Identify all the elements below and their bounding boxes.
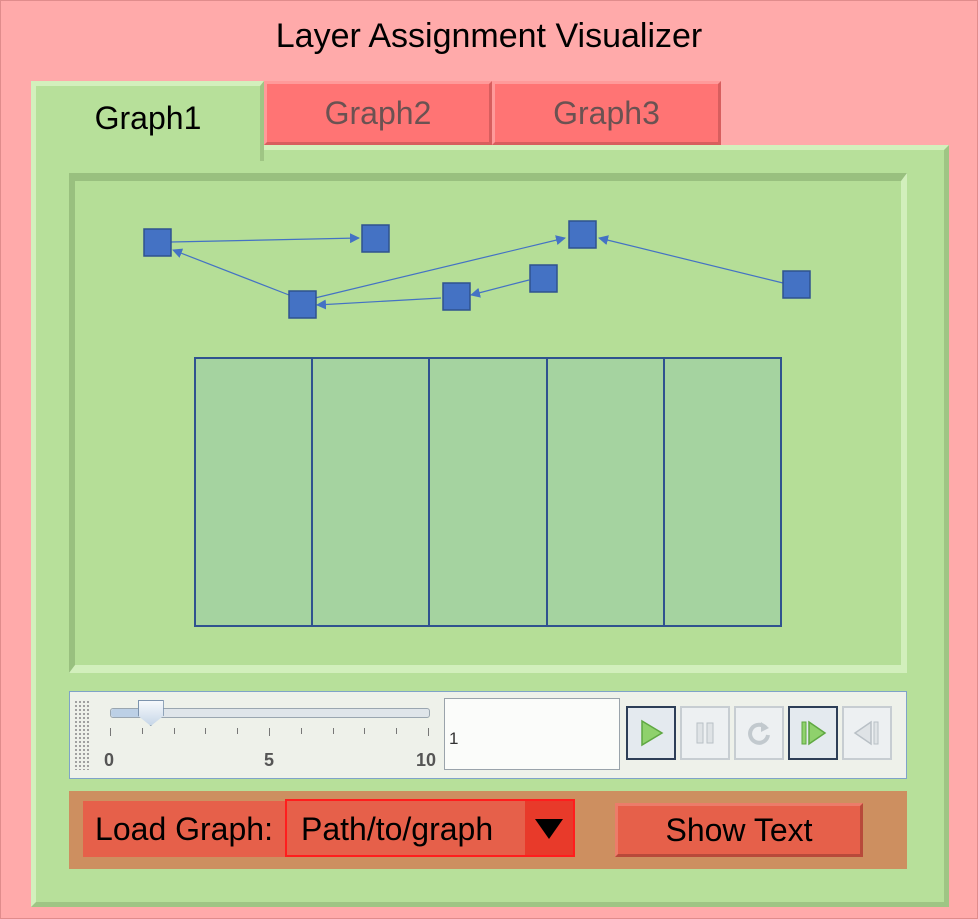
tab-graph1-label: Graph1 bbox=[94, 100, 202, 136]
show-text-button-label: Show Text bbox=[665, 811, 813, 848]
slider-tick bbox=[237, 728, 239, 734]
edge bbox=[170, 233, 360, 244]
frame-slider[interactable] bbox=[110, 708, 430, 718]
graph-edges bbox=[170, 233, 784, 310]
layer-column-4 bbox=[546, 357, 665, 627]
edge bbox=[314, 235, 566, 299]
slider-tick bbox=[364, 728, 366, 734]
load-graph-label-text: Load Graph: bbox=[95, 810, 273, 847]
slider-tick bbox=[110, 728, 111, 736]
step-forward-button[interactable] bbox=[788, 706, 838, 760]
slider-fill bbox=[111, 709, 143, 717]
slider-tick-label-min: 0 bbox=[104, 750, 115, 770]
bottom-control-bar: Load Graph: Path/to/graph Show Text bbox=[69, 791, 907, 869]
slider-thumb[interactable] bbox=[137, 700, 164, 726]
slider-tick bbox=[300, 728, 302, 734]
frame-number-value: 1 bbox=[449, 729, 459, 748]
graph-path-dropdown[interactable]: Path/to/graph bbox=[285, 799, 575, 857]
graph-node[interactable] bbox=[288, 290, 317, 319]
graph-path-value: Path/to/graph bbox=[301, 811, 494, 847]
layer-column-5 bbox=[663, 357, 782, 627]
layer-column-1 bbox=[194, 357, 313, 627]
slider-tick bbox=[173, 728, 175, 734]
slider-tick bbox=[205, 728, 207, 734]
step-back-button[interactable] bbox=[842, 706, 892, 760]
edge bbox=[172, 248, 290, 296]
tab-graph3[interactable]: Graph3 bbox=[492, 81, 721, 145]
pause-icon bbox=[696, 722, 714, 744]
tab-graph2-label: Graph2 bbox=[324, 94, 432, 131]
tab-graph2[interactable]: Graph2 bbox=[264, 81, 492, 145]
graph-canvas[interactable] bbox=[69, 173, 907, 673]
slider-tick bbox=[141, 728, 143, 734]
slider-tick-label-mid: 5 bbox=[264, 750, 275, 770]
slider-tick bbox=[396, 728, 398, 734]
step-forward-icon bbox=[801, 720, 827, 746]
edge bbox=[470, 279, 530, 298]
slider-tick bbox=[428, 728, 429, 736]
slider-ticks bbox=[110, 728, 430, 738]
play-icon bbox=[641, 719, 664, 747]
graph-node[interactable] bbox=[529, 264, 558, 293]
step-back-icon bbox=[853, 720, 879, 746]
triangle-down-icon bbox=[535, 819, 563, 839]
pause-button[interactable] bbox=[680, 706, 730, 760]
dropdown-toggle[interactable] bbox=[525, 801, 573, 855]
reset-icon bbox=[748, 722, 770, 745]
graph-node[interactable] bbox=[361, 224, 390, 253]
slider-tick-label-max: 10 bbox=[416, 750, 437, 770]
animation-player: 0 5 10 1 bbox=[69, 691, 907, 779]
graph-svg bbox=[143, 220, 811, 627]
toolbar-grip-handle[interactable] bbox=[74, 700, 90, 770]
load-graph-label: Load Graph: bbox=[83, 801, 285, 857]
layer-columns bbox=[194, 357, 782, 627]
slider-tick bbox=[269, 728, 270, 736]
graph-node[interactable] bbox=[442, 282, 471, 311]
graph-node[interactable] bbox=[568, 220, 597, 249]
edge bbox=[316, 297, 442, 310]
show-text-button[interactable]: Show Text bbox=[615, 803, 863, 857]
tab-graph3-label: Graph3 bbox=[553, 94, 660, 131]
layer-column-3 bbox=[428, 357, 548, 627]
frame-number-field[interactable]: 1 bbox=[444, 698, 620, 770]
window-title: Layer Assignment Visualizer bbox=[275, 17, 703, 55]
graph-nodes bbox=[143, 220, 811, 319]
graph-node[interactable] bbox=[782, 270, 811, 299]
edge bbox=[598, 235, 784, 284]
layer-column-2 bbox=[311, 357, 430, 627]
reset-button[interactable] bbox=[734, 706, 784, 760]
graph-node[interactable] bbox=[143, 228, 172, 257]
slider-tick bbox=[332, 728, 334, 734]
play-button[interactable] bbox=[626, 706, 676, 760]
tab-graph1[interactable]: Graph1 bbox=[31, 81, 264, 161]
